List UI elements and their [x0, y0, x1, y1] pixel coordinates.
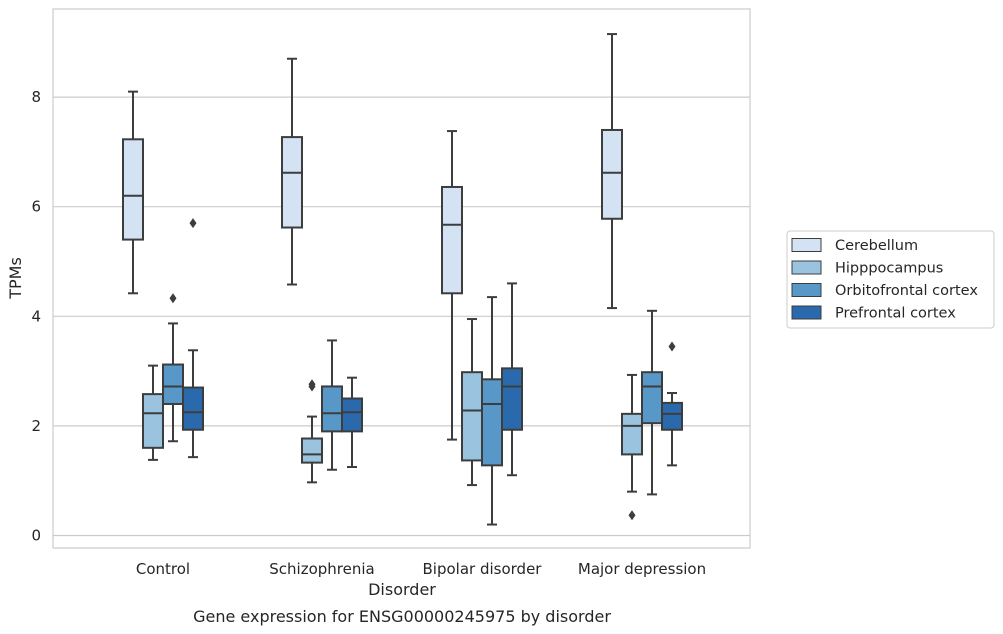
legend-item: Prefrontal cortex — [791, 305, 956, 322]
box-plot — [122, 90, 144, 295]
legend-swatch — [791, 260, 822, 275]
y-tick-label: 6 — [31, 198, 41, 216]
box-plot — [281, 57, 303, 286]
box-series — [122, 33, 683, 526]
box-iqr — [162, 363, 184, 405]
box-iqr — [601, 128, 623, 220]
box-iqr — [501, 367, 523, 431]
outlier-point — [668, 341, 676, 352]
outlier-point — [628, 510, 636, 521]
plot-area — [52, 8, 751, 549]
legend-item: Cerebellum — [791, 238, 918, 254]
chart-caption: Gene expression for ENSG00000245975 by d… — [193, 607, 611, 626]
x-tick-label: Schizophrenia — [269, 560, 374, 578]
box-iqr — [122, 138, 144, 241]
legend-label: Prefrontal cortex — [835, 306, 956, 322]
box-plot — [601, 33, 623, 310]
y-axis-label: TPMs — [6, 257, 25, 300]
box-plot — [461, 318, 483, 487]
box-iqr — [142, 393, 164, 449]
legend-label: Hipppocampus — [835, 261, 943, 277]
box-plot — [162, 293, 184, 443]
legend-label: Cerebellum — [835, 238, 918, 254]
outlier-point — [308, 379, 316, 390]
series-orbitofrontal-cortex — [162, 293, 663, 526]
box-plot — [142, 364, 164, 461]
x-tick-label: Bipolar disorder — [423, 560, 543, 578]
legend: Cerebellum Hipppocampus Orbitofrontal cort… — [786, 230, 995, 329]
box-iqr — [481, 378, 503, 467]
series-cerebellum — [122, 33, 623, 441]
box-plot — [341, 376, 363, 468]
box-iqr — [341, 397, 363, 433]
box-iqr — [661, 401, 683, 431]
series-hipppocampus — [142, 318, 643, 521]
box-plot — [301, 379, 323, 484]
legend-swatch — [791, 283, 822, 297]
legend-item: Hipppocampus — [791, 260, 943, 277]
box-iqr — [301, 437, 323, 464]
x-tick-label: Major depression — [578, 560, 706, 578]
box-iqr — [281, 136, 303, 229]
box-plot — [441, 130, 463, 441]
outlier-point — [189, 218, 197, 229]
box-iqr — [182, 386, 204, 431]
outlier-point — [169, 293, 177, 304]
y-tick-label: 2 — [31, 417, 41, 435]
series-prefrontal-cortex — [182, 218, 683, 477]
box-plot — [621, 373, 643, 521]
box-iqr — [441, 185, 463, 295]
y-axis-ticks: 0 2 4 6 8 — [31, 88, 41, 544]
box-plot — [501, 282, 523, 477]
x-tick-label: Control — [136, 560, 190, 578]
y-tick-label: 8 — [31, 88, 41, 106]
legend-item: Orbitofrontal cortex — [791, 283, 978, 299]
legend-swatch — [791, 305, 822, 320]
box-iqr — [461, 371, 483, 462]
box-plot — [661, 341, 683, 467]
x-axis-label: Disorder — [368, 580, 436, 599]
box-iqr — [321, 385, 343, 433]
box-plot — [641, 309, 663, 496]
box-iqr — [641, 371, 663, 425]
legend-swatch — [791, 238, 822, 252]
y-tick-label: 4 — [31, 307, 41, 325]
y-tick-label: 0 — [31, 527, 41, 545]
box-plot — [182, 218, 204, 459]
legend-frame — [786, 230, 995, 329]
legend-label: Orbitofrontal cortex — [835, 283, 978, 299]
x-axis-ticks: Control Schizophrenia Bipolar disorder Majo… — [136, 560, 706, 578]
box-plot — [481, 296, 503, 526]
box-iqr — [621, 412, 643, 456]
